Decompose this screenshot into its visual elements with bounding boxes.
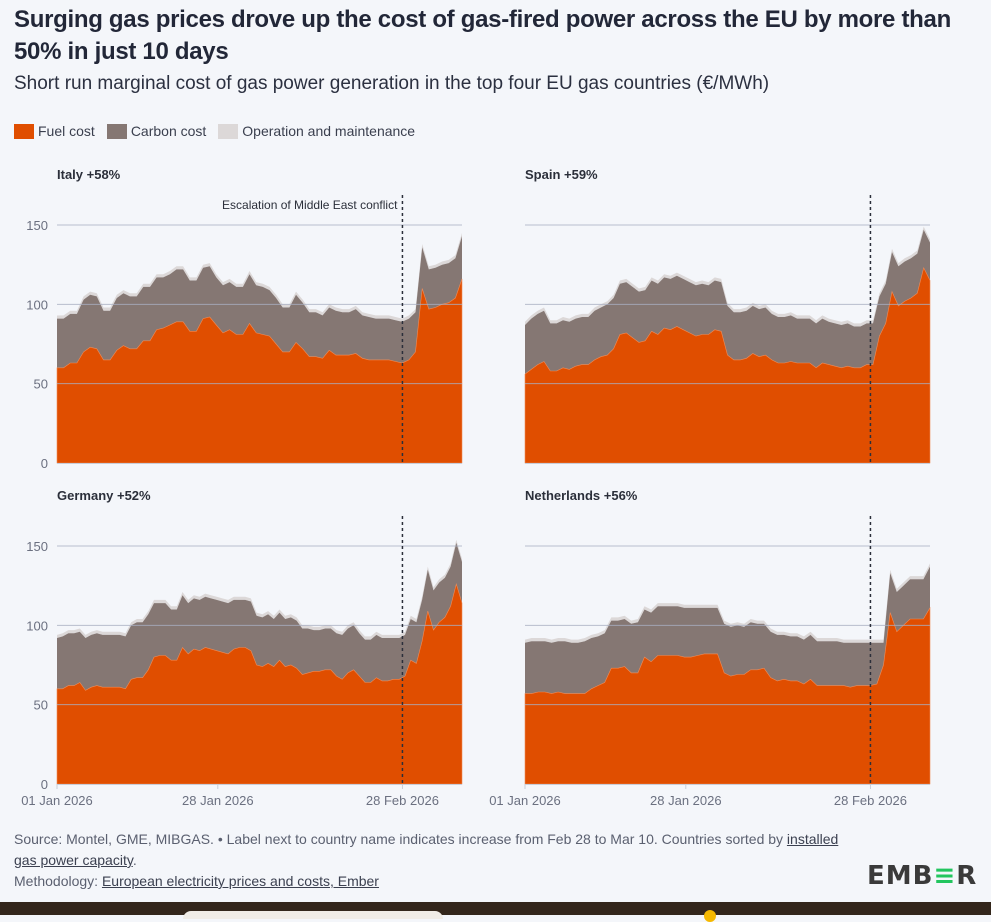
- logo-text-suffix: R: [956, 861, 978, 891]
- ember-logo[interactable]: EMB≡R: [867, 861, 977, 891]
- y-tick-label-150: 150: [26, 218, 48, 233]
- panel-title-3: Netherlands +56%: [525, 488, 638, 503]
- bottom-indicator-dot: [704, 910, 716, 922]
- x-tick-label: 28 Feb 2026: [834, 793, 907, 808]
- source-text: Source: Montel, GME, MIBGAS. • Label nex…: [14, 831, 787, 847]
- carbon-costarea-1: [525, 229, 930, 375]
- methodology-label: Methodology:: [14, 873, 102, 889]
- y-tick-label-100: 100: [26, 297, 48, 312]
- x-tick-label: 28 Feb 2026: [366, 793, 439, 808]
- small-multiples-chart: Italy +58% 0 50 100 150 Escalation of Middle …: [21, 167, 931, 808]
- methodology-link[interactable]: European electricity prices and costs, E…: [101, 873, 379, 889]
- legend-item-om[interactable]: Operation and maintenance: [218, 123, 415, 139]
- bottom-bar: [0, 902, 991, 915]
- panel-title-2: Germany +52%: [57, 488, 151, 503]
- source-end: .: [132, 852, 137, 868]
- panel-title-0: Italy +58%: [57, 167, 121, 182]
- footer-notes: Source: Montel, GME, MIBGAS. • Label nex…: [14, 829, 844, 892]
- x-tick-label: 01 Jan 2026: [21, 793, 93, 808]
- legend: Fuel cost Carbon cost Operation and main…: [14, 123, 427, 139]
- carbon-costarea-3: [525, 566, 930, 694]
- legend-swatch-om: [218, 123, 239, 139]
- legend-label-om: Operation and maintenance: [242, 123, 416, 139]
- y-tick-label-50: 50: [34, 698, 48, 713]
- x-tick-label: 28 Jan 2026: [182, 793, 254, 808]
- logo-text-prefix: EMB: [867, 861, 934, 891]
- legend-item-carbon[interactable]: Carbon cost: [106, 123, 207, 139]
- y-tick-label-0: 0: [41, 456, 48, 471]
- y-tick-label-100: 100: [26, 618, 48, 633]
- chart-title: Surging gas prices drove up the cost of …: [14, 6, 951, 65]
- legend-label-carbon: Carbon cost: [130, 123, 207, 139]
- carbon-costarea-2: [57, 542, 462, 691]
- y-tick-label-0: 0: [41, 777, 48, 792]
- legend-item-fuel[interactable]: Fuel cost: [14, 123, 95, 139]
- fuel-costarea-1: [524, 266, 931, 464]
- x-tick-label: 28 Jan 2026: [650, 793, 722, 808]
- panel-title-1: Spain +59%: [525, 167, 598, 182]
- installed-capacity-link[interactable]: installed gas power capacity: [14, 831, 839, 868]
- legend-label-fuel: Fuel cost: [38, 123, 95, 139]
- y-tick-label-150: 150: [26, 539, 48, 554]
- x-tick-label: 01 Jan 2026: [489, 793, 561, 808]
- legend-swatch-carbon: [106, 123, 127, 139]
- logo-accent: ≡: [933, 861, 957, 891]
- bottom-pill[interactable]: [183, 911, 443, 919]
- y-tick-label-50: 50: [34, 377, 48, 392]
- carbon-costarea-0: [57, 236, 462, 368]
- conflict-annotation-label: Escalation of Middle East conflict: [222, 198, 398, 212]
- chart-subtitle: Short run marginal cost of gas power gen…: [14, 73, 770, 94]
- legend-swatch-fuel: [14, 123, 34, 139]
